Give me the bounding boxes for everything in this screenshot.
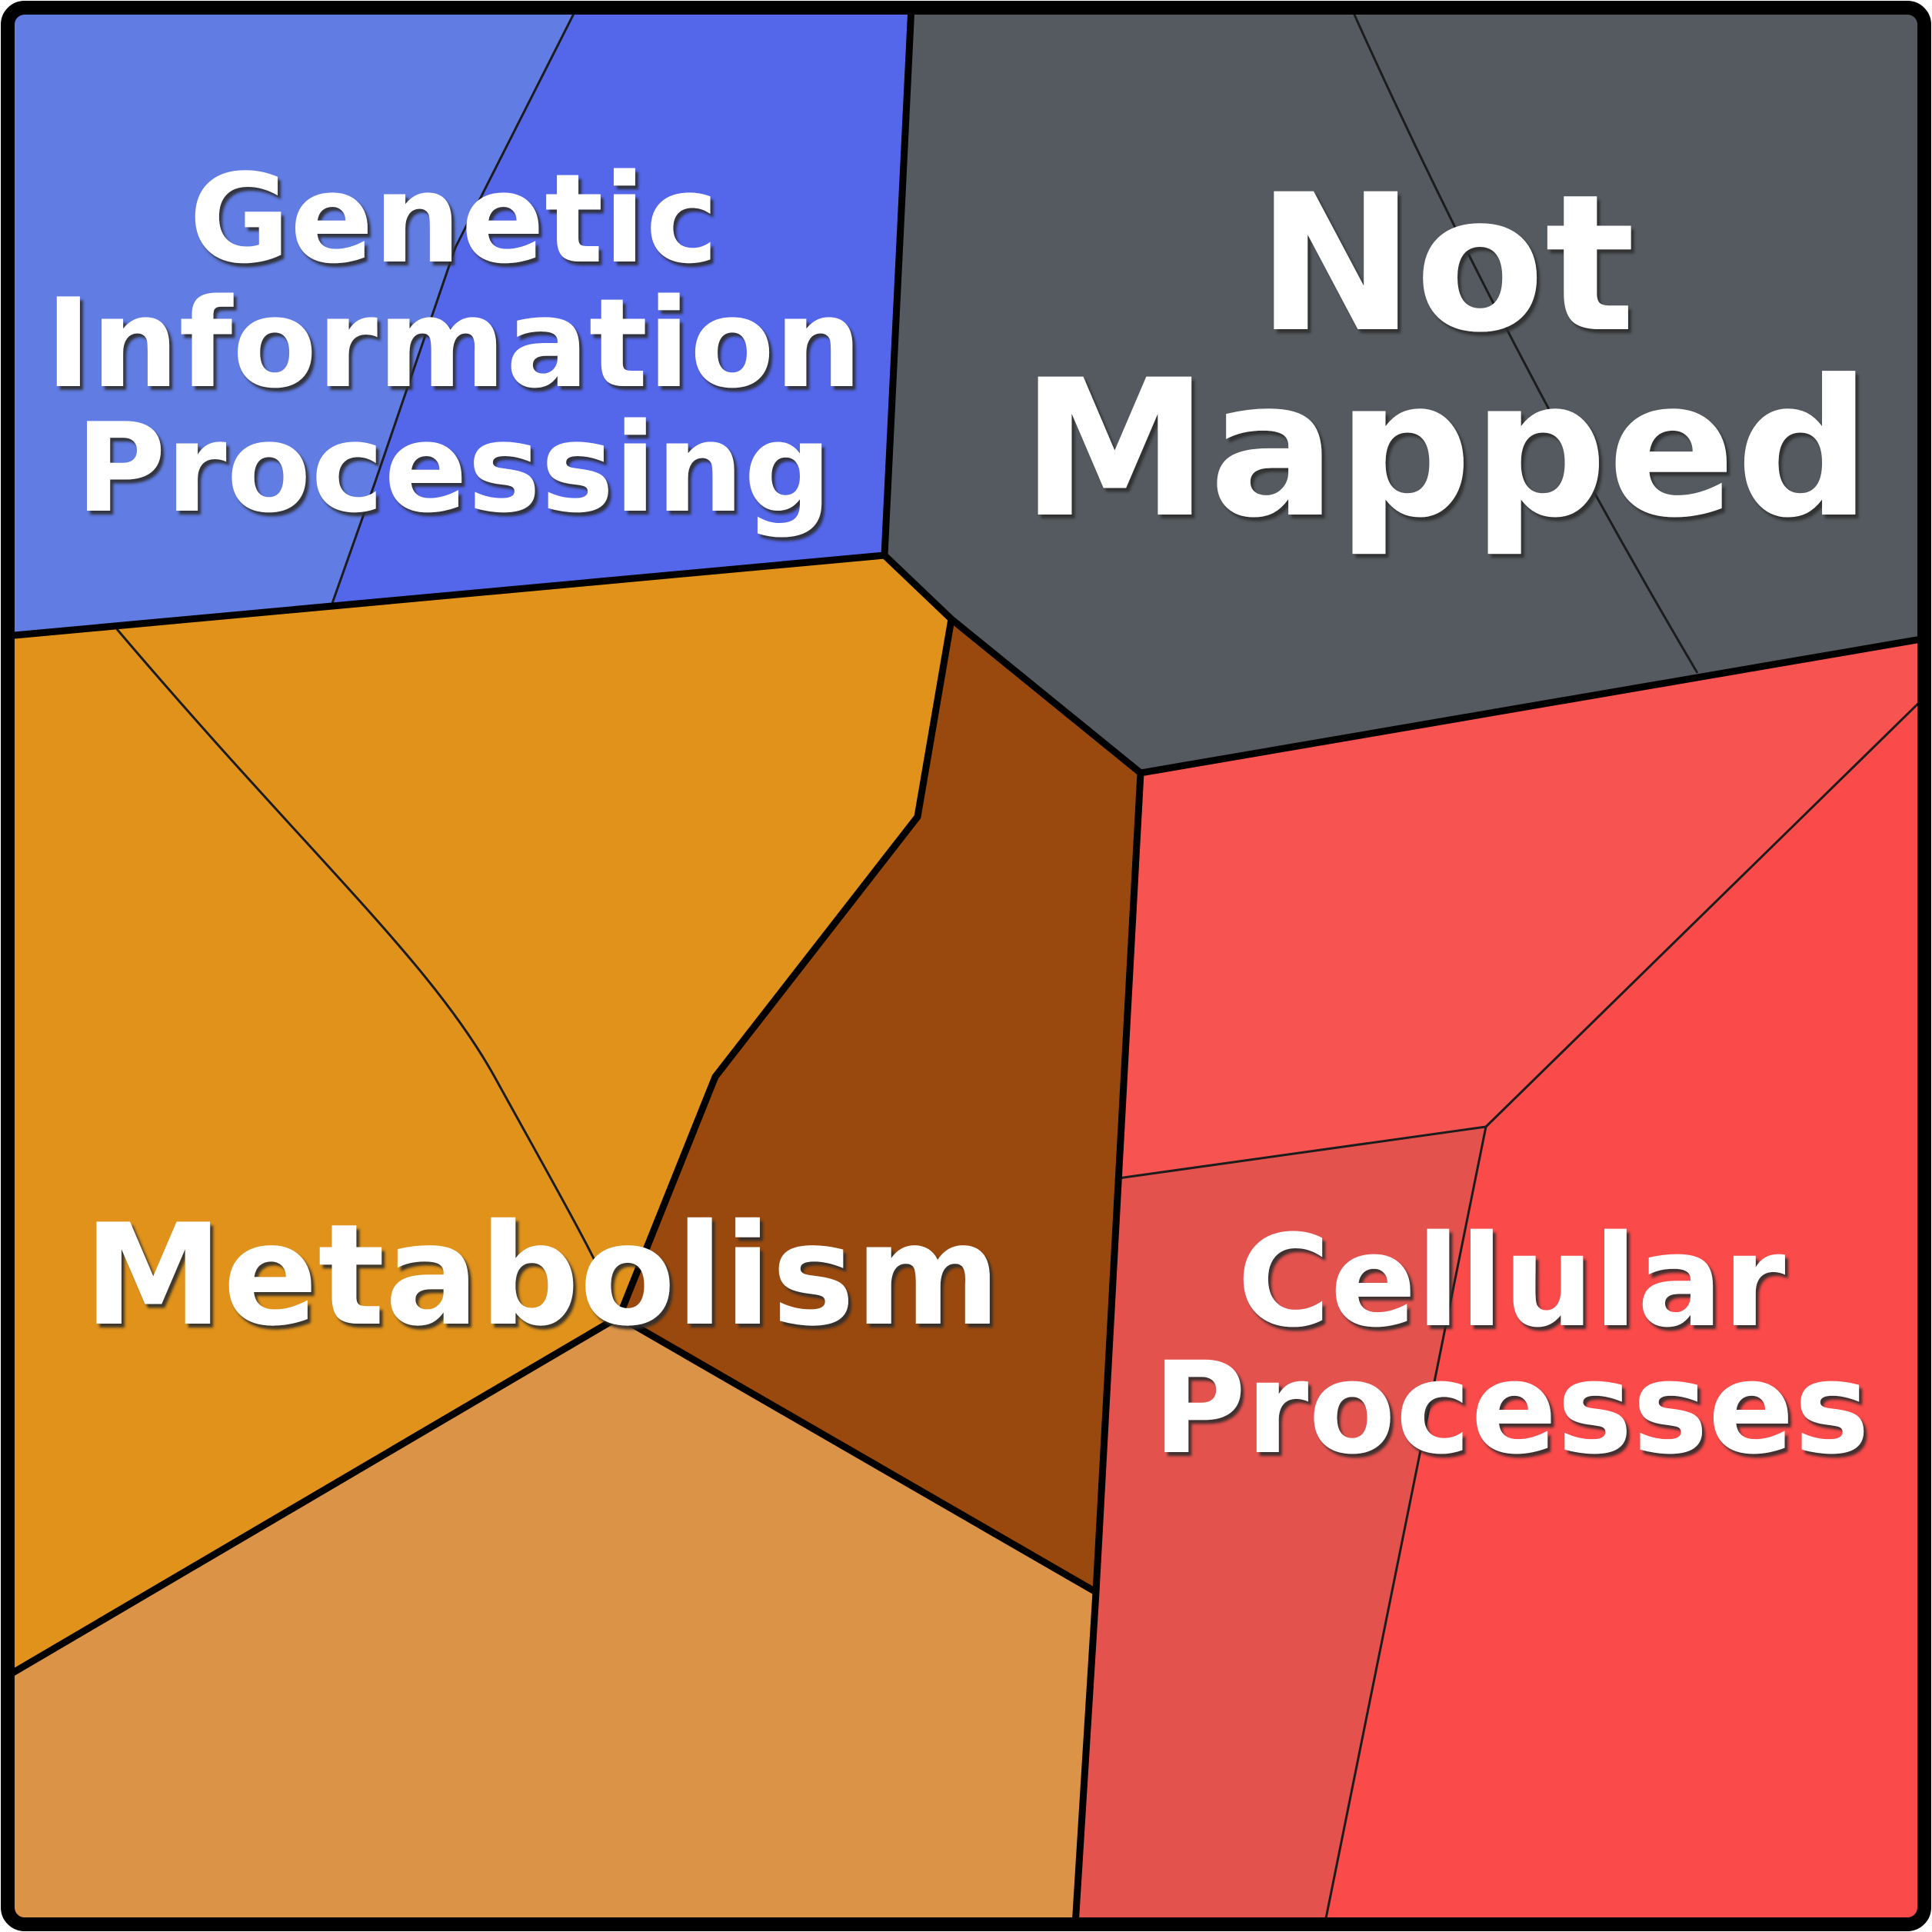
cellular-label-line1: Cellular xyxy=(1237,1208,1786,1355)
metabolism-divider-line xyxy=(115,628,621,1317)
gip-label-line1: Genetic xyxy=(189,147,718,291)
main-boundaries xyxy=(8,8,1924,1924)
region-metabolism[interactable] xyxy=(6,555,951,1677)
region-gip-right-cell[interactable] xyxy=(331,6,911,608)
cellular-label-line2: Processes xyxy=(1153,1334,1870,1482)
region-gip-left-cell[interactable] xyxy=(6,6,578,636)
cellular-divider-lower-line xyxy=(1323,1126,1487,1924)
region-cellular-southwest-cell[interactable] xyxy=(1075,1127,1486,1926)
label-metabolism: Metabolism xyxy=(84,1194,1001,1357)
label-genetic-information-processing: Genetic Information Processing xyxy=(45,147,862,540)
gip-label-line2: Information xyxy=(45,271,862,415)
gip-label-line3: Processing xyxy=(75,396,831,540)
label-cellular-processes: Cellular Processes xyxy=(1153,1208,1870,1482)
region-brown-cell[interactable] xyxy=(619,619,1141,1592)
not-mapped-label-line1: Not xyxy=(1257,155,1635,375)
region-cellular-east-cell[interactable] xyxy=(1324,696,1926,1926)
subcell-dividers xyxy=(115,8,1924,1924)
cell-labels: Genetic Information Processing Not Mappe… xyxy=(45,147,1871,1482)
label-not-mapped: Not Mapped xyxy=(1021,155,1871,560)
metabolism-label-line1: Metabolism xyxy=(84,1194,1001,1357)
region-tan-cell[interactable] xyxy=(6,1317,1096,1926)
not-mapped-divider-line xyxy=(1349,8,1699,674)
not-mapped-label-line2: Mapped xyxy=(1021,340,1871,560)
region-not-mapped[interactable] xyxy=(884,6,1926,773)
gip-divider-line xyxy=(329,8,579,608)
region-cellular-north-cell[interactable] xyxy=(1118,638,1926,1178)
